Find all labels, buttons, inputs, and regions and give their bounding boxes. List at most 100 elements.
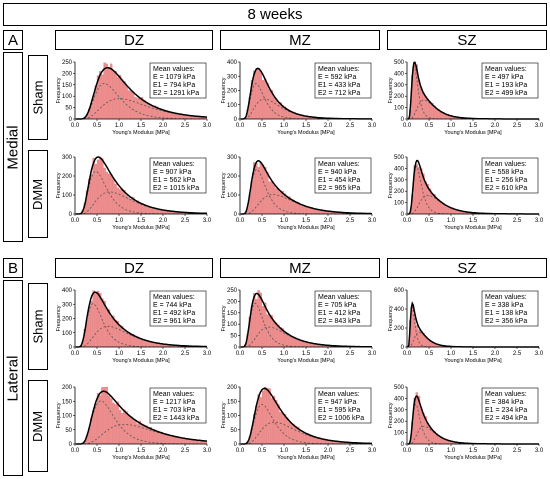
y-tick-label: 100 — [394, 106, 405, 112]
y-tick-label: 150 — [227, 399, 238, 405]
x-tick-label: 2.0 — [159, 123, 168, 129]
histogram-bar — [305, 206, 309, 215]
x-axis-label: Young's Modulus [MPa] — [277, 358, 335, 364]
x-tick-label: 0.0 — [236, 448, 245, 454]
mean-value-line: E2 = 1006 kPa — [318, 415, 364, 422]
y-tick-label: 200 — [62, 174, 73, 180]
y-tick-label: 100 — [62, 193, 73, 199]
histogram-bar — [129, 416, 133, 445]
component-fit-e1 — [75, 83, 207, 120]
histogram-bar — [426, 422, 429, 445]
histogram-bar — [114, 183, 117, 215]
histogram-bar — [134, 97, 137, 120]
histogram-bar — [94, 293, 97, 348]
y-tick-label: 0 — [401, 212, 405, 218]
x-tick-label: 1.0 — [280, 351, 289, 357]
panel-a-dmm-sz: 0.0 0.5 1.0 1.5 2.0 2.5 3.0 0 100 200 300 400 500 You… — [388, 155, 544, 231]
histogram-bar — [444, 204, 447, 215]
histogram-bar — [123, 81, 126, 120]
histogram-bar — [101, 298, 104, 348]
x-tick-label: 2.5 — [181, 448, 190, 454]
histogram-bar — [180, 437, 183, 445]
x-tick-label: 0.5 — [258, 351, 267, 357]
x-tick-label: 1.5 — [302, 351, 311, 357]
histogram-bar — [303, 341, 306, 348]
y-tick-label: 300 — [62, 155, 73, 161]
total-fit-curve — [75, 66, 208, 120]
histogram-bar — [107, 309, 111, 348]
histogram-bar — [138, 338, 141, 348]
histogram-bar — [272, 96, 276, 120]
x-tick-label: 2.0 — [324, 351, 333, 357]
x-tick-label: 0.0 — [71, 123, 80, 129]
histogram-bar — [176, 113, 179, 120]
y-axis-label: Frequency — [56, 305, 62, 331]
x-tick-label: 0.0 — [236, 123, 245, 129]
y-tick-label: 100 — [394, 201, 405, 207]
histogram-bar — [259, 162, 262, 215]
section-letter-a: A — [3, 30, 23, 50]
x-tick-label: 0.0 — [403, 123, 412, 129]
y-tick-label: 50 — [65, 106, 72, 112]
y-axis-label: Frequency — [221, 77, 227, 103]
x-tick-label: 2.0 — [159, 351, 168, 357]
x-tick-label: 0.5 — [425, 448, 434, 454]
histogram-bar — [112, 315, 115, 348]
histogram-bar — [301, 340, 304, 348]
histogram-bar — [118, 74, 122, 120]
histogram-bar — [99, 156, 102, 215]
x-tick-label: 1.5 — [137, 448, 146, 454]
histogram-bar — [286, 417, 289, 445]
histogram-bar — [435, 109, 438, 120]
panel-a-sham-sz: 0.0 0.5 1.0 1.5 2.0 2.5 3.0 0 100 200 300 400 500 You… — [388, 60, 544, 136]
histogram-bar — [308, 207, 311, 215]
y-tick-label: 300 — [227, 155, 238, 161]
histogram-bar — [305, 342, 309, 348]
mean-value-line: E = 907 kPa — [153, 169, 191, 176]
column-header-dz-a: DZ — [55, 30, 213, 50]
histogram-bar — [264, 386, 267, 445]
y-tick-label: 250 — [62, 60, 73, 66]
histogram-bar — [118, 325, 122, 348]
histogram-bar — [261, 164, 265, 215]
histogram-bar — [417, 167, 421, 215]
x-tick-label: 2.0 — [159, 218, 168, 224]
panel-a-dmm-dz: 0.0 0.5 1.0 1.5 2.0 2.5 3.0 0 100 200 300 Young's M… — [56, 155, 212, 231]
histogram-bar — [138, 202, 141, 215]
histogram-bar — [110, 398, 113, 445]
column-header-sz-b: SZ — [387, 258, 547, 278]
histogram-bar — [118, 189, 122, 215]
y-axis-label: Frequency — [388, 402, 394, 428]
mean-values-box — [149, 62, 207, 99]
y-tick-label: 300 — [62, 302, 73, 308]
y-tick-label: 200 — [394, 326, 405, 332]
x-tick-label: 0.5 — [425, 218, 434, 224]
panel-b-dmm-sz: 0.0 0.5 1.0 1.5 2.0 2.5 3.0 0 100 200 300 400 500 You… — [388, 385, 544, 461]
x-tick-label: 0.0 — [71, 448, 80, 454]
histogram-bar — [301, 204, 304, 215]
x-tick-label: 3.0 — [368, 351, 377, 357]
histogram-bar — [101, 387, 104, 445]
histogram-bar — [147, 206, 150, 215]
histogram-bar — [292, 336, 295, 348]
histogram-bar — [268, 388, 271, 445]
mean-values-box — [149, 290, 207, 327]
x-tick-label: 3.0 — [368, 448, 377, 454]
mean-value-line: E1 = 234 kPa — [485, 407, 527, 414]
x-tick-label: 1.0 — [280, 448, 289, 454]
histogram-bar — [277, 404, 280, 445]
x-tick-label: 2.0 — [324, 123, 333, 129]
x-tick-label: 2.5 — [513, 448, 522, 454]
histogram-bar — [255, 298, 258, 348]
x-tick-label: 0.5 — [93, 218, 102, 224]
y-tick-label: 100 — [62, 94, 73, 100]
mean-value-line: E2 = 1291 kPa — [153, 90, 199, 97]
histogram-bar — [303, 205, 306, 215]
histogram-bar — [257, 290, 260, 348]
histogram-bar — [123, 409, 126, 445]
histogram-bar — [169, 435, 172, 445]
x-tick-label: 3.0 — [203, 218, 212, 224]
histogram-bar — [127, 415, 130, 445]
x-tick-label: 1.0 — [280, 123, 289, 129]
mean-value-line: E2 = 1015 kPa — [153, 185, 199, 192]
